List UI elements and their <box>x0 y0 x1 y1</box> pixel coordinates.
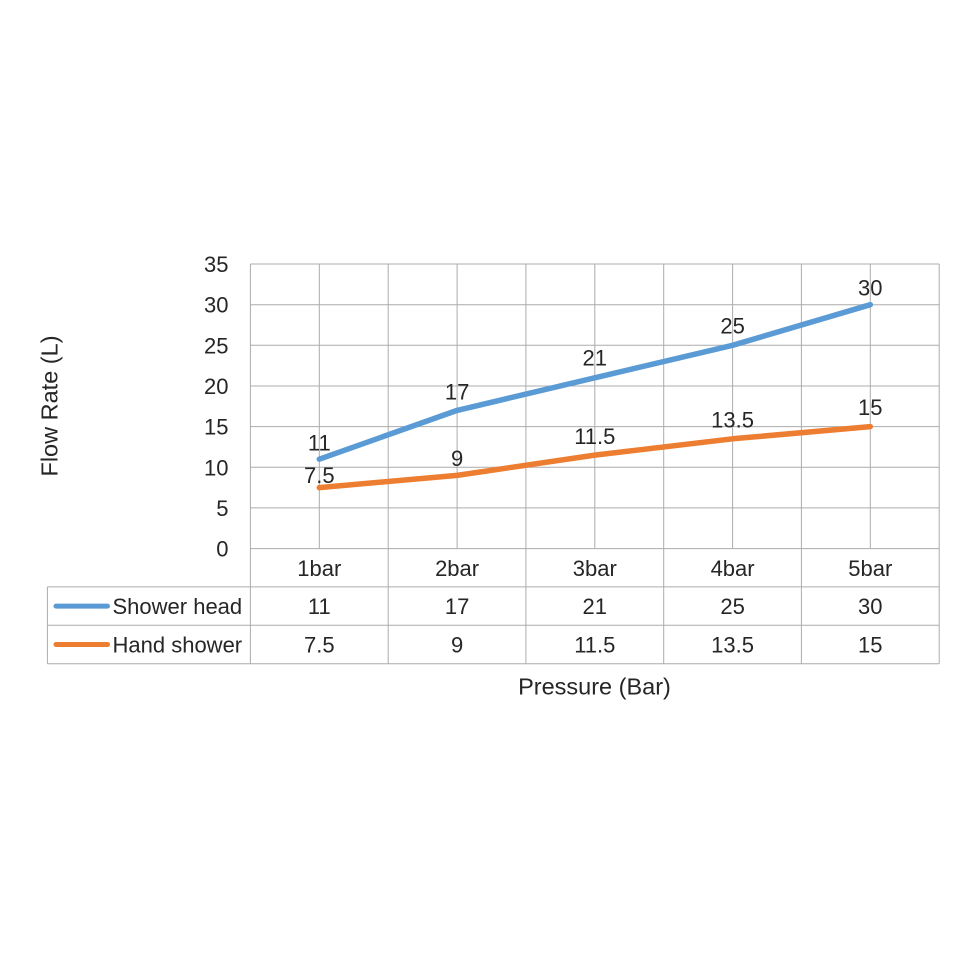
svg-text:15: 15 <box>858 633 882 658</box>
svg-text:5bar: 5bar <box>848 556 892 581</box>
svg-text:15: 15 <box>204 415 228 440</box>
svg-text:25: 25 <box>204 333 228 358</box>
svg-text:11.5: 11.5 <box>574 633 615 658</box>
svg-text:2bar: 2bar <box>435 556 479 581</box>
svg-text:5: 5 <box>216 496 228 521</box>
svg-text:9: 9 <box>451 633 463 658</box>
svg-text:25: 25 <box>720 314 744 339</box>
svg-text:7.5: 7.5 <box>304 633 335 658</box>
svg-text:0: 0 <box>216 537 228 562</box>
svg-text:35: 35 <box>204 252 228 277</box>
svg-text:11.5: 11.5 <box>574 424 615 449</box>
svg-text:20: 20 <box>204 374 228 399</box>
svg-text:1bar: 1bar <box>297 556 341 581</box>
svg-text:15: 15 <box>858 395 882 420</box>
svg-text:30: 30 <box>204 293 228 318</box>
svg-text:30: 30 <box>858 594 882 619</box>
svg-text:25: 25 <box>720 594 744 619</box>
svg-text:17: 17 <box>445 594 469 619</box>
svg-text:4bar: 4bar <box>711 556 755 581</box>
svg-text:Shower head: Shower head <box>113 594 243 619</box>
svg-text:13.5: 13.5 <box>711 407 754 432</box>
svg-text:13.5: 13.5 <box>711 633 754 658</box>
svg-text:11: 11 <box>308 594 331 619</box>
svg-text:21: 21 <box>583 346 607 371</box>
svg-text:10: 10 <box>204 455 228 480</box>
svg-text:30: 30 <box>858 275 882 300</box>
svg-text:3bar: 3bar <box>573 556 617 581</box>
svg-text:9: 9 <box>451 446 463 471</box>
svg-text:21: 21 <box>583 594 607 619</box>
svg-text:Flow Rate (L): Flow Rate (L) <box>37 335 63 476</box>
svg-text:7.5: 7.5 <box>304 463 335 488</box>
svg-text:Pressure (Bar): Pressure (Bar) <box>518 674 671 700</box>
svg-text:17: 17 <box>445 380 469 405</box>
svg-text:11: 11 <box>308 431 331 456</box>
svg-text:Hand shower: Hand shower <box>113 633 243 658</box>
